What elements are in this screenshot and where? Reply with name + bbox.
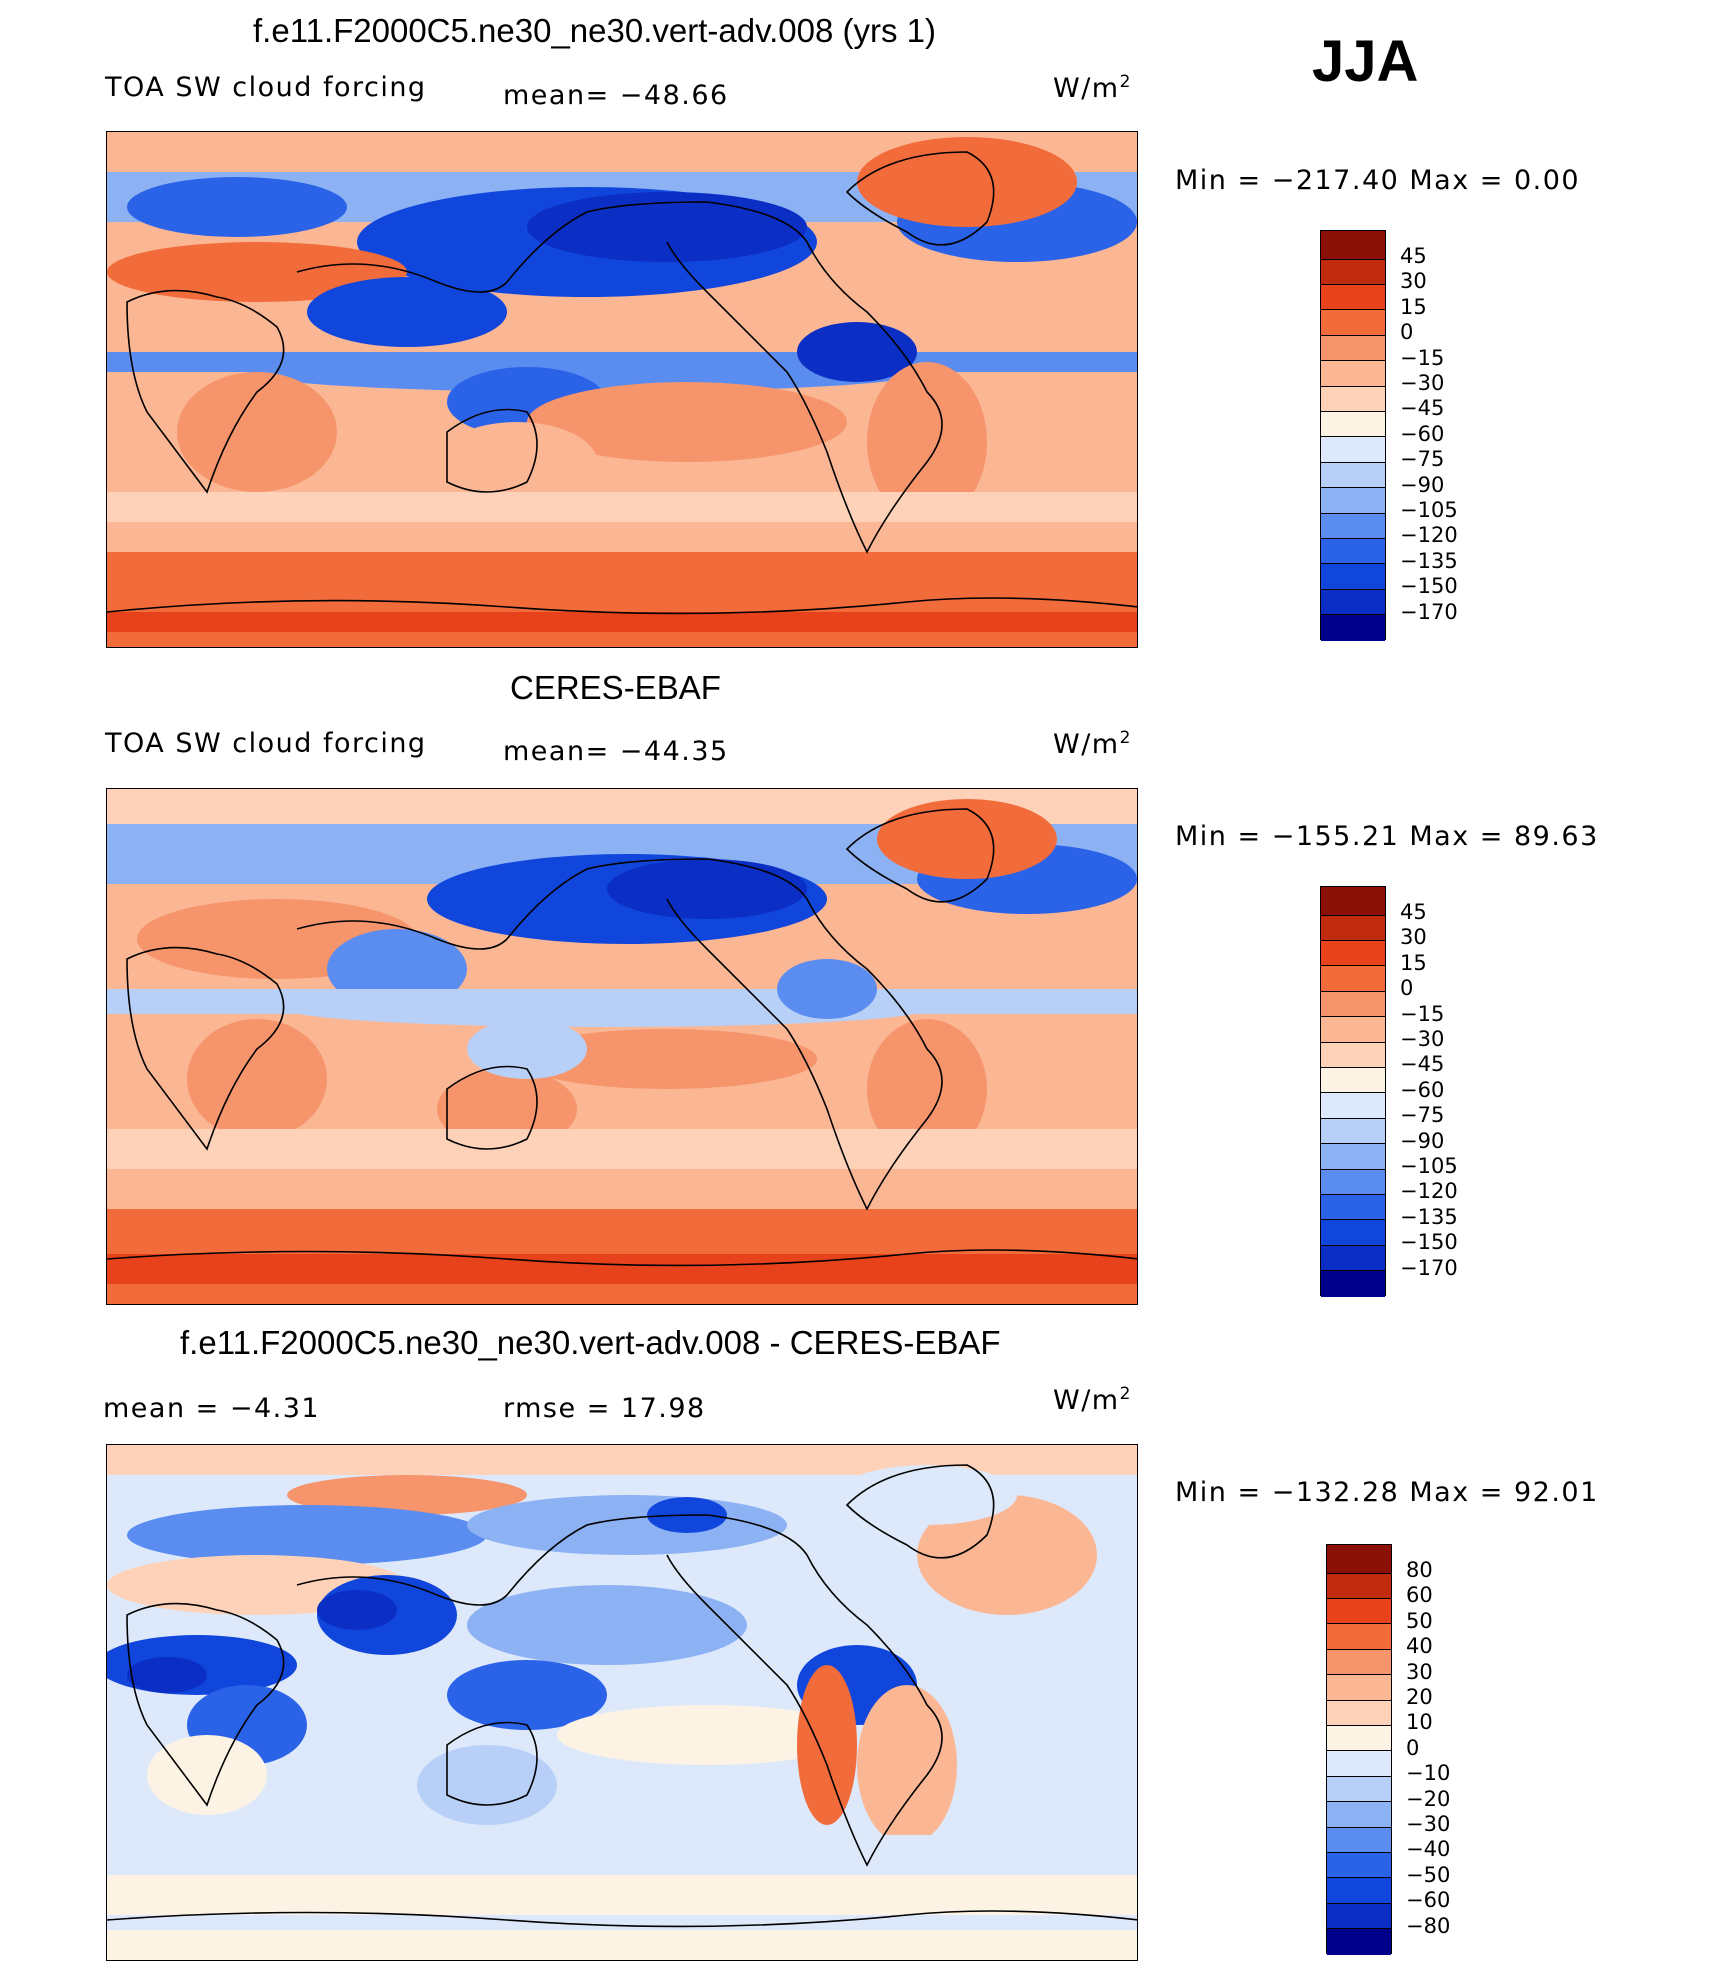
panel2-tick: −30	[1400, 1027, 1445, 1051]
panel3-title: f.e11.F2000C5.ne30_ne30.vert-adv.008 - C…	[180, 1324, 1001, 1361]
panel1-tick: 15	[1400, 295, 1427, 319]
panel1-tick: 45	[1400, 244, 1427, 268]
panel3-tick: 80	[1406, 1558, 1433, 1582]
panel3-units: W/m2	[1053, 1384, 1132, 1416]
panel3-tick: 20	[1406, 1685, 1433, 1709]
panel2-tick: −150	[1400, 1230, 1458, 1254]
panel3-colorbar	[1326, 1544, 1392, 1955]
panel2-title: CERES-EBAF	[510, 669, 721, 706]
panel3-tick: −80	[1406, 1914, 1451, 1938]
panel2-tick: −45	[1400, 1052, 1445, 1076]
panel3-map	[106, 1444, 1138, 1961]
season-label: JJA	[1312, 29, 1419, 94]
panel2-tick: −120	[1400, 1179, 1458, 1203]
panel1-tick: −30	[1400, 371, 1445, 395]
panel1-units: W/m2	[1053, 72, 1132, 104]
panel2-colorbar	[1320, 886, 1386, 1297]
panel2-tick: −60	[1400, 1078, 1445, 1102]
panel1-map	[106, 131, 1138, 648]
panel1-tick: −90	[1400, 473, 1445, 497]
panel3-tick: −60	[1406, 1888, 1451, 1912]
panel1-colorbar	[1320, 230, 1386, 641]
panel1-tick: −15	[1400, 346, 1445, 370]
panel2-tick: 30	[1400, 925, 1427, 949]
panel3-tick: −40	[1406, 1837, 1451, 1861]
panel3-tick: −10	[1406, 1761, 1451, 1785]
panel1-tick: −120	[1400, 523, 1458, 547]
panel2-variable: TOA SW cloud forcing	[105, 728, 427, 759]
panel1-tick: −135	[1400, 549, 1458, 573]
panel2-minmax: Min = −155.21 Max = 89.63	[1175, 821, 1599, 852]
panel2-units: W/m2	[1053, 728, 1132, 760]
panel3-minmax: Min = −132.28 Max = 92.01	[1175, 1477, 1599, 1508]
panel1-tick: −105	[1400, 498, 1458, 522]
panel3-mean: mean = −4.31	[103, 1393, 321, 1424]
panel2-map	[106, 788, 1138, 1305]
panel2-tick: 45	[1400, 900, 1427, 924]
panel1-title: f.e11.F2000C5.ne30_ne30.vert-adv.008 (yr…	[253, 12, 937, 49]
panel2-tick: −105	[1400, 1154, 1458, 1178]
panel2-tick: 15	[1400, 951, 1427, 975]
panel3-tick: −20	[1406, 1787, 1451, 1811]
panel1-mean: mean= −48.66	[503, 80, 729, 111]
panel1-tick: −75	[1400, 447, 1445, 471]
panel3-tick: −30	[1406, 1812, 1451, 1836]
panel1-tick: −170	[1400, 600, 1458, 624]
panel1-tick: 30	[1400, 269, 1427, 293]
panel2-tick: −75	[1400, 1103, 1445, 1127]
panel3-tick: 10	[1406, 1710, 1433, 1734]
panel1-minmax: Min = −217.40 Max = 0.00	[1175, 165, 1581, 196]
panel1-variable: TOA SW cloud forcing	[105, 72, 427, 103]
panel3-tick: −50	[1406, 1863, 1451, 1887]
panel2-tick: 0	[1400, 976, 1414, 1000]
panel1-tick: −60	[1400, 422, 1445, 446]
panel3-tick: 50	[1406, 1609, 1433, 1633]
panel1-tick: 0	[1400, 320, 1414, 344]
panel3-tick: 60	[1406, 1583, 1433, 1607]
panel2-tick: −15	[1400, 1002, 1445, 1026]
panel3-tick: 0	[1406, 1736, 1420, 1760]
panel2-tick: −135	[1400, 1205, 1458, 1229]
panel1-tick: −45	[1400, 396, 1445, 420]
panel2-tick: −170	[1400, 1256, 1458, 1280]
panel3-tick: 40	[1406, 1634, 1433, 1658]
panel1-tick: −150	[1400, 574, 1458, 598]
panel3-tick: 30	[1406, 1660, 1433, 1684]
panel3-rmse: rmse = 17.98	[503, 1393, 706, 1424]
panel2-tick: −90	[1400, 1129, 1445, 1153]
panel2-mean: mean= −44.35	[503, 736, 729, 767]
